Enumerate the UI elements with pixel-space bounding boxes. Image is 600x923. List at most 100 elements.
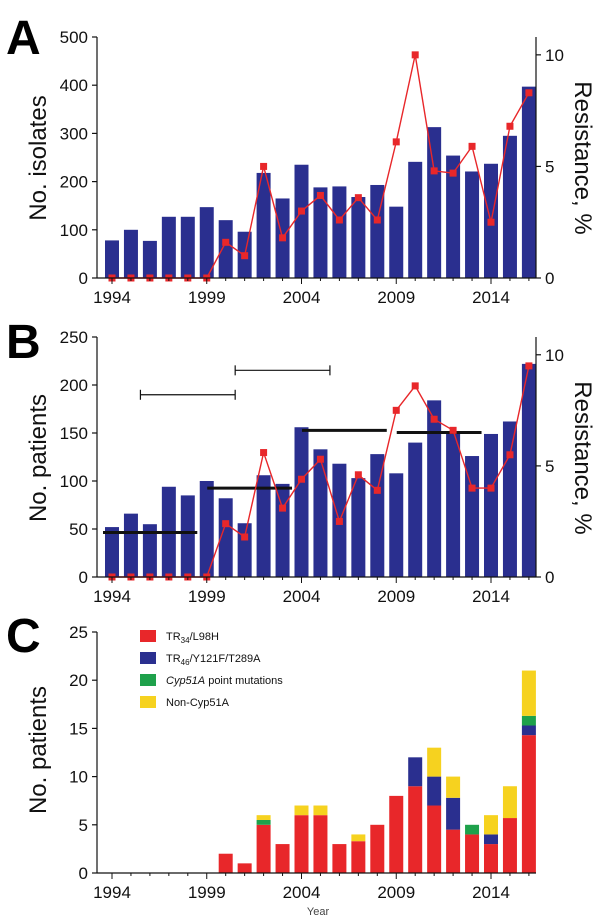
- panel-c-bar-segment: [408, 786, 423, 873]
- panel-c-bar-segment: [427, 805, 442, 873]
- panel-b-bar: [351, 478, 366, 577]
- panel-b-bar: [484, 433, 498, 577]
- panel-c-y-tick-label: 10: [69, 768, 88, 787]
- legend-label-tr34: TR34/L98H: [166, 631, 219, 645]
- panel-b-resistance-point: [241, 533, 249, 541]
- panel-a-bar: [332, 186, 347, 278]
- panel-b-y-tick-label: 50: [69, 520, 88, 539]
- panel-b-y2-tick-label: 10: [545, 346, 564, 365]
- panel-a-resistance-point: [449, 169, 457, 177]
- panel-b-x-tick-label: 1999: [188, 587, 226, 606]
- panel-a-resistance-point: [260, 162, 268, 170]
- panel-b-resistance-point: [354, 471, 362, 479]
- panel-b-resistance-point: [392, 406, 400, 414]
- panel-b-resistance-point: [506, 451, 514, 459]
- panel-c-bar-segment: [446, 797, 461, 830]
- panel-c-bar-segment: [427, 776, 442, 806]
- panel-b-y-tick-label: 250: [60, 328, 88, 347]
- panel-b-bar: [123, 513, 138, 577]
- panel-c-x-tick-label: 2009: [377, 883, 415, 902]
- legend-swatch-tr46: [140, 652, 156, 664]
- legend-swatch-non-cyp51a: [140, 696, 156, 708]
- panel-a-resistance-point: [241, 252, 249, 260]
- panel-b-resistance-point: [487, 484, 495, 492]
- panel-c-bar-segment: [218, 853, 233, 873]
- panel-b-bar: [142, 524, 157, 577]
- panel-b-bar: [427, 400, 442, 577]
- panel-b-resistance-point: [449, 426, 457, 434]
- panel-a-bar: [389, 206, 404, 278]
- panel-a-x-tick-label: 2004: [283, 288, 321, 307]
- panel-c-y-tick-label: 5: [79, 816, 88, 835]
- panel-a-bar: [427, 127, 442, 278]
- panel-label-c: C: [6, 610, 41, 663]
- panel-b-y-tick-label: 200: [60, 376, 88, 395]
- panel-a-bar: [123, 229, 138, 278]
- panel-b-bar: [521, 363, 536, 577]
- panel-c-bar-segment: [502, 786, 517, 819]
- panel-a-y2-tick-label: 0: [545, 269, 554, 288]
- panel-b-bar: [502, 421, 517, 577]
- panel-a-resistance-point: [222, 238, 230, 246]
- panel-b-bar: [237, 523, 252, 577]
- panel-c-bar-segment: [465, 834, 480, 873]
- panel-a-y-tick-label: 400: [60, 76, 88, 95]
- panel-a-bar: [408, 161, 423, 278]
- panel-a-bar: [294, 164, 309, 278]
- panel-a-bar: [142, 240, 157, 278]
- panel-c-bar-segment: [521, 715, 536, 726]
- panel-b-resistance-point: [373, 486, 381, 494]
- panel-b-x-tick-label: 2009: [377, 587, 415, 606]
- panel-b-bar: [294, 427, 309, 577]
- panel-b-resistance-point: [316, 455, 324, 463]
- panel-a-resistance-point: [411, 51, 419, 59]
- panel-b-resistance-point: [468, 484, 476, 492]
- panel-a-y-tick-label: 500: [60, 28, 88, 47]
- panel-a-bar: [521, 86, 536, 278]
- panel-b-bar: [389, 473, 404, 577]
- panel-c-bar-segment: [294, 805, 309, 816]
- panel-b-resistance-point: [525, 362, 533, 370]
- panel-a-y2-tick-label: 5: [545, 157, 554, 176]
- panel-c-x-tick-label: 1994: [93, 883, 131, 902]
- panel-c-bar-segment: [294, 815, 309, 873]
- panel-b-y2-tick-label: 5: [545, 457, 554, 476]
- legend-swatch-tr34: [140, 630, 156, 642]
- panel-c-bar-segment: [521, 670, 536, 716]
- panel-b-bar: [199, 481, 214, 577]
- panel-c-x-tick-label: 2014: [472, 883, 510, 902]
- panel-c-bar-segment: [502, 818, 517, 873]
- panel-c-bar-segment: [256, 815, 271, 820]
- panel-a-chart: 0 100 200 300 400 500 0 5 10 1994 1999 2004 2009 2014…: [25, 28, 596, 307]
- panel-c-bar-segment: [313, 805, 328, 816]
- panel-b-bar: [218, 498, 233, 577]
- panel-c-y-tick-label: 25: [69, 623, 88, 642]
- panel-c-chart: 0 5 10 15 20 25 1994 1999 2004 2009 2014 No. patie…: [25, 623, 536, 918]
- panel-c-x-tick-label: 2004: [283, 883, 321, 902]
- panel-a-y-tick-label: 300: [60, 124, 88, 143]
- panel-b-bar: [313, 449, 328, 577]
- panel-a-bar: [180, 216, 195, 278]
- panel-a-x-tick-label: 1994: [93, 288, 131, 307]
- panel-a-x-tick-label: 2009: [377, 288, 415, 307]
- panel-c-bar-segment: [484, 834, 498, 845]
- panel-a-y2-tick-label: 10: [545, 46, 564, 65]
- panel-c-bar-segment: [256, 819, 271, 825]
- panel-a-bar: [351, 197, 366, 278]
- panel-a-y2-axis-label: Resistance, %: [569, 81, 596, 234]
- panel-a-resistance-point: [335, 216, 343, 224]
- panel-a-bar: [161, 216, 176, 278]
- panel-b-x-tick-label: 1994: [93, 587, 131, 606]
- panel-b-y-tick-label: 0: [79, 568, 88, 587]
- panel-c-bar-segment: [427, 747, 442, 777]
- panel-c-bar-segment: [408, 757, 423, 787]
- panel-b-bar: [180, 495, 195, 577]
- panel-c-bar-segment: [237, 863, 252, 873]
- panel-label-b: B: [6, 316, 41, 369]
- panel-a-resistance-point: [506, 122, 514, 130]
- panel-a-bar: [218, 220, 233, 278]
- panel-c-bar-segment: [465, 824, 480, 835]
- panel-a-bar: [465, 171, 480, 278]
